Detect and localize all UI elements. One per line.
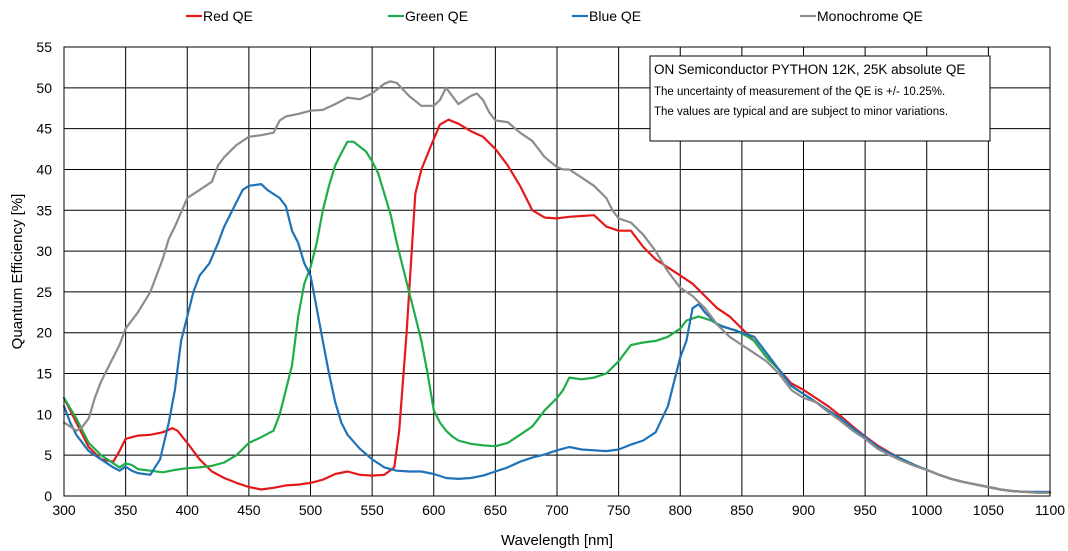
series-line-blue-qe <box>62 183 1052 493</box>
annotation-title: ON Semiconductor PYTHON 12K, 25K absolut… <box>654 62 965 77</box>
plot-border <box>63 46 1051 497</box>
x-tick-label-500: 500 <box>299 502 323 518</box>
y-tick-labels: 0 5 10 15 20 25 30 35 40 45 50 55 <box>36 39 52 504</box>
y-tick-label-50: 50 <box>36 80 52 96</box>
legend: Red QE Green QE Blue QE Monochrome QE <box>186 8 923 24</box>
legend-label-blue-qe: Blue QE <box>589 8 641 24</box>
y-tick-label-0: 0 <box>44 488 52 504</box>
series-layer <box>62 80 1052 494</box>
y-axis-title: Quantum Efficiency [%] <box>9 194 26 350</box>
y-tick-label-40: 40 <box>36 161 52 177</box>
series-line-red-qe <box>62 118 1052 494</box>
annotation-line-typical: The values are typical and are subject t… <box>654 106 948 118</box>
series-line-monochrome-qe <box>62 80 1052 494</box>
x-tick-label-600: 600 <box>422 502 446 518</box>
legend-label-monochrome-qe: Monochrome QE <box>817 8 923 24</box>
x-tick-labels: 300 350 400 450 500 550 600 650 700 750 800 850 900 9… <box>52 502 1065 518</box>
x-tick-label-550: 550 <box>360 502 384 518</box>
y-tick-label-25: 25 <box>36 284 52 300</box>
x-tick-label-650: 650 <box>484 502 508 518</box>
x-tick-label-450: 450 <box>237 502 261 518</box>
y-tick-label-35: 35 <box>36 202 52 218</box>
x-tick-label-950: 950 <box>853 502 877 518</box>
x-tick-label-700: 700 <box>545 502 569 518</box>
annotation-box: ON Semiconductor PYTHON 12K, 25K absolut… <box>649 55 991 142</box>
x-tick-label-400: 400 <box>176 502 200 518</box>
x-axis-title: Wavelength [nm] <box>501 532 613 549</box>
legend-label-red-qe: Red QE <box>203 8 253 24</box>
y-tick-label-20: 20 <box>36 325 52 341</box>
y-tick-label-15: 15 <box>36 366 52 382</box>
x-tick-label-350: 350 <box>114 502 138 518</box>
x-tick-label-750: 750 <box>607 502 631 518</box>
x-tick-label-1100: 1100 <box>1035 502 1065 518</box>
x-tick-label-800: 800 <box>669 502 693 518</box>
y-tick-label-30: 30 <box>36 243 52 259</box>
plot-frame <box>63 46 1051 497</box>
y-tick-label-10: 10 <box>36 406 52 422</box>
y-tick-label-55: 55 <box>36 39 52 55</box>
x-tick-label-1050: 1050 <box>973 502 1004 518</box>
x-tick-label-1000: 1000 <box>911 502 942 518</box>
x-tick-label-300: 300 <box>52 502 76 518</box>
y-tick-label-5: 5 <box>44 447 52 463</box>
x-tick-label-850: 850 <box>730 502 754 518</box>
y-tick-label-45: 45 <box>36 121 52 137</box>
annotation-background <box>649 55 991 142</box>
annotation-line-uncertainty: The uncertainty of measurement of the QE… <box>654 86 945 98</box>
legend-label-green-qe: Green QE <box>405 8 468 24</box>
x-tick-label-900: 900 <box>792 502 816 518</box>
